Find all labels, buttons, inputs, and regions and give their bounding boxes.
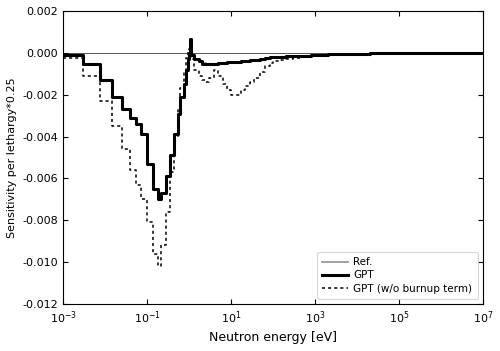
GPT bbox=[186, 51, 192, 55]
Line: Ref.: Ref. bbox=[63, 40, 483, 199]
Ref. bbox=[186, 51, 192, 55]
GPT bbox=[267, 56, 273, 60]
GPT (w/o burnup term) bbox=[155, 264, 161, 269]
X-axis label: Neutron energy [eV]: Neutron energy [eV] bbox=[209, 331, 337, 344]
Legend: Ref., GPT, GPT (w/o burnup term): Ref., GPT, GPT (w/o burnup term) bbox=[317, 252, 478, 299]
Ref. bbox=[238, 59, 244, 63]
Ref. bbox=[187, 38, 193, 42]
GPT (w/o burnup term) bbox=[175, 134, 181, 139]
GPT bbox=[467, 51, 473, 55]
GPT (w/o burnup term) bbox=[480, 51, 486, 55]
GPT bbox=[425, 51, 431, 55]
GPT (w/o burnup term) bbox=[467, 51, 473, 55]
Ref. bbox=[467, 51, 473, 55]
GPT (w/o burnup term) bbox=[186, 47, 192, 51]
GPT (w/o burnup term) bbox=[238, 88, 244, 93]
GPT (w/o burnup term) bbox=[425, 51, 431, 55]
GPT bbox=[60, 53, 66, 57]
Ref. bbox=[175, 132, 181, 137]
Ref. bbox=[60, 53, 66, 57]
GPT (w/o burnup term) bbox=[267, 64, 273, 68]
Ref. bbox=[480, 51, 486, 55]
GPT bbox=[175, 132, 181, 137]
Line: GPT: GPT bbox=[63, 39, 483, 199]
GPT bbox=[238, 59, 244, 63]
Ref. bbox=[155, 197, 161, 201]
GPT (w/o burnup term) bbox=[187, 45, 193, 49]
Ref. bbox=[425, 51, 431, 55]
GPT (w/o burnup term) bbox=[60, 56, 66, 60]
GPT bbox=[155, 197, 161, 201]
Line: GPT (w/o burnup term): GPT (w/o burnup term) bbox=[63, 47, 483, 266]
Ref. bbox=[267, 56, 273, 60]
Y-axis label: Sensitivity per lethargy*0.25: Sensitivity per lethargy*0.25 bbox=[7, 77, 17, 238]
GPT bbox=[480, 51, 486, 55]
GPT bbox=[187, 37, 193, 41]
